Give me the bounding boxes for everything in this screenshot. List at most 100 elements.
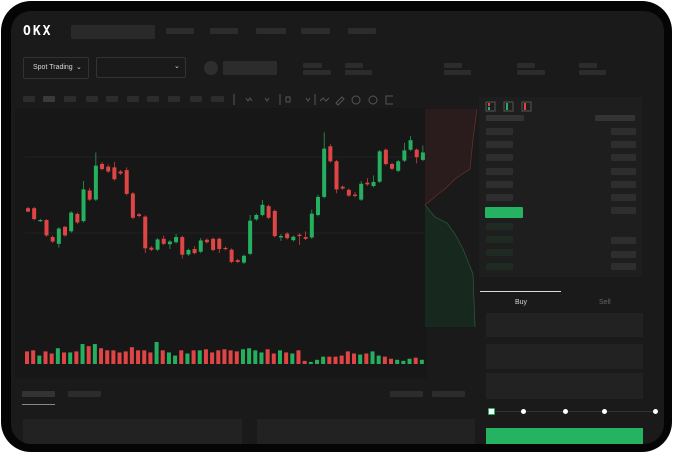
interval-button[interactable] xyxy=(211,96,224,102)
candle xyxy=(328,144,333,163)
interval-button[interactable] xyxy=(43,96,55,102)
volume-bar xyxy=(395,359,400,364)
candle xyxy=(75,212,80,224)
nav-item[interactable] xyxy=(301,28,330,34)
orderbook-buy-icon[interactable] xyxy=(503,101,514,112)
logo[interactable]: OKX xyxy=(23,24,53,39)
candle-body xyxy=(241,255,246,263)
slider-stop[interactable] xyxy=(563,409,568,414)
nav-item[interactable] xyxy=(348,28,376,34)
interval-button[interactable] xyxy=(86,96,98,102)
orderbook-both-icon[interactable] xyxy=(485,101,496,112)
fullscreen-icon[interactable] xyxy=(385,95,393,105)
candle xyxy=(93,152,98,201)
volume-bar xyxy=(265,349,270,364)
volume-bar xyxy=(401,360,406,364)
slider-stop[interactable] xyxy=(602,409,607,414)
ask-amount xyxy=(611,207,636,214)
assets-panel xyxy=(257,419,475,444)
candle xyxy=(285,232,290,240)
settings-icon[interactable] xyxy=(368,95,378,105)
candle-body xyxy=(235,260,240,262)
slider-stop[interactable] xyxy=(521,409,526,414)
volume-bar xyxy=(333,356,338,364)
candle-body xyxy=(75,213,80,223)
filter-button[interactable] xyxy=(390,391,423,397)
bid-price xyxy=(486,249,513,256)
interval-button[interactable] xyxy=(190,96,202,102)
candle-body xyxy=(383,149,388,164)
candle-type-icon[interactable] xyxy=(285,96,291,103)
volume-bar xyxy=(185,353,190,364)
candle xyxy=(149,246,154,252)
price-input[interactable] xyxy=(486,313,643,337)
candle xyxy=(377,149,382,184)
tab-order-history[interactable] xyxy=(68,391,101,397)
bid-price xyxy=(486,223,513,230)
candle-body xyxy=(266,206,271,218)
ask-price xyxy=(486,194,513,201)
volume-bar xyxy=(129,347,134,364)
slider-stop[interactable] xyxy=(653,409,658,414)
buy-button[interactable] xyxy=(486,428,643,444)
ask-amount xyxy=(611,181,636,188)
draw-line-icon[interactable] xyxy=(319,97,330,102)
volume-bar xyxy=(253,350,258,364)
indicator-icon[interactable] xyxy=(245,97,253,102)
chevron-down-icon: ⌄ xyxy=(174,63,180,70)
volume-bar xyxy=(210,352,215,364)
pencil-icon[interactable] xyxy=(335,96,345,106)
volume-bar xyxy=(370,351,375,364)
interval-button[interactable] xyxy=(168,96,180,102)
volume-bar xyxy=(364,353,369,364)
stat-value xyxy=(303,70,331,75)
pair-dropdown[interactable]: ⌄ xyxy=(96,57,186,78)
nav-item[interactable] xyxy=(256,28,286,34)
candle xyxy=(38,219,43,222)
candle-body xyxy=(229,249,234,262)
candle xyxy=(278,234,283,241)
candle-body xyxy=(155,239,160,250)
interval-button[interactable] xyxy=(127,96,139,102)
tab-sell[interactable]: Sell xyxy=(599,299,611,306)
tab-open-orders[interactable] xyxy=(22,391,55,397)
candle xyxy=(186,248,191,256)
candle xyxy=(137,212,142,218)
spot-trading-dropdown[interactable]: Spot Trading ⌄ xyxy=(23,57,89,79)
volume-bar xyxy=(247,348,252,364)
tab-buy[interactable]: Buy xyxy=(515,299,528,306)
candle xyxy=(180,235,185,259)
volume-bar xyxy=(142,350,147,364)
nav-item[interactable] xyxy=(210,28,238,34)
candle xyxy=(106,164,111,173)
volume-bar xyxy=(302,360,307,364)
interval-button[interactable] xyxy=(106,96,118,102)
candle-body xyxy=(303,237,308,239)
candle-body xyxy=(315,196,320,215)
candle-body xyxy=(217,238,222,249)
interval-button[interactable] xyxy=(64,96,76,102)
total-input[interactable] xyxy=(486,373,643,399)
candle xyxy=(365,178,370,186)
nav-item[interactable] xyxy=(166,28,194,34)
candle xyxy=(44,219,49,237)
search-placeholder[interactable] xyxy=(71,25,155,39)
amount-input[interactable] xyxy=(486,344,643,369)
chevron-down-icon[interactable] xyxy=(305,97,311,102)
slider-handle[interactable] xyxy=(488,408,495,415)
volume-bar xyxy=(123,351,128,364)
candle xyxy=(315,194,320,217)
interval-button[interactable] xyxy=(147,96,159,102)
volume-bar xyxy=(382,356,387,364)
candle-body xyxy=(106,166,111,172)
candle-body xyxy=(192,249,197,254)
camera-icon[interactable] xyxy=(351,95,361,105)
orderbook-sell-icon[interactable] xyxy=(521,101,532,112)
candle-body xyxy=(248,220,253,254)
interval-button[interactable] xyxy=(23,96,35,102)
leverage-slider[interactable] xyxy=(488,408,658,415)
chart-type-icon[interactable] xyxy=(264,97,270,102)
filter-button[interactable] xyxy=(432,391,465,397)
candle-body xyxy=(377,151,382,182)
candlestick-chart[interactable] xyxy=(11,111,431,281)
